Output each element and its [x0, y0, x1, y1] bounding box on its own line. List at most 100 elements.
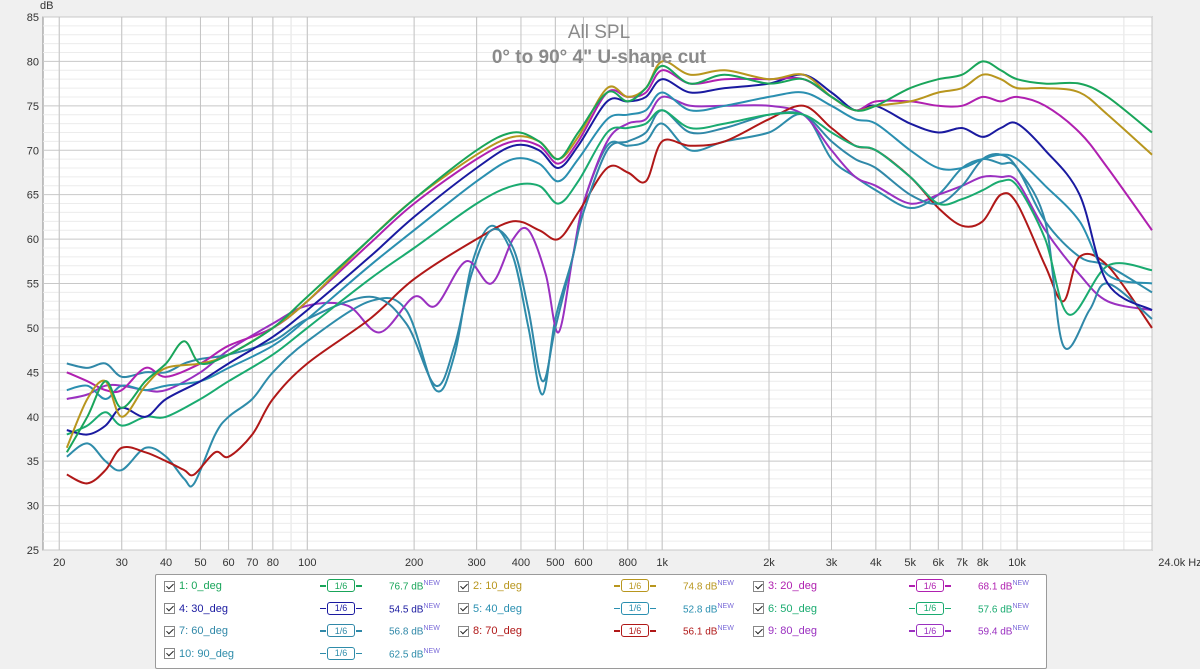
smoothing-button[interactable]: 1/6 — [614, 579, 656, 592]
legend-level: 57.6 dBNEW — [978, 603, 1029, 615]
x-tick-label: 600 — [574, 557, 592, 569]
x-tick-label: 2k — [763, 557, 775, 569]
legend-level: 59.4 dBNEW — [978, 625, 1029, 637]
y-axis-label: dB — [40, 0, 53, 12]
legend-label: 7: 60_deg — [179, 625, 228, 637]
legend-level-value: 76.7 dB — [389, 581, 424, 593]
legend-level: 54.5 dBNEW — [389, 603, 440, 615]
legend-item: 6: 50_deg 1/6 57.6 dBNEW — [753, 599, 1043, 619]
x-tick-label: 50 — [194, 557, 206, 569]
y-tick-label: 45 — [27, 367, 39, 379]
smoothing-button[interactable]: 1/6 — [614, 624, 656, 637]
series-line — [65, 60, 1153, 449]
legend-new-tag: NEW — [423, 625, 440, 632]
legend-new-tag: NEW — [423, 602, 440, 610]
series-line — [66, 73, 1153, 436]
smoothing-button[interactable]: 1/6 — [320, 624, 362, 637]
legend-checkbox[interactable] — [164, 625, 175, 637]
legend-item: 8: 70_deg 1/6 56.1 dBNEW — [458, 621, 748, 641]
legend-label: 2: 10_deg — [473, 580, 522, 592]
legend-label: 10: 90_deg — [179, 647, 235, 660]
smoothing-button[interactable]: 1/6 — [614, 601, 656, 615]
y-tick-label: 30 — [27, 501, 39, 513]
legend-checkbox[interactable] — [164, 603, 175, 614]
legend-label: 6: 50_deg — [768, 602, 817, 615]
legend-new-tag: NEW — [1012, 625, 1029, 632]
legend-checkbox[interactable] — [164, 648, 175, 659]
legend-item: 9: 80_deg 1/6 59.4 dBNEW — [753, 621, 1043, 641]
legend-new-tag: NEW — [1012, 602, 1029, 610]
y-tick-label: 50 — [27, 323, 39, 335]
series-line — [66, 113, 1153, 488]
legend-label: 1: 0_deg — [179, 580, 222, 592]
legend-level-value: 62.5 dB — [389, 648, 424, 660]
legend-level: 56.8 dBNEW — [389, 625, 440, 637]
spl-chart: 25 30 35 40 45 50 55 60 65 70 75 80 85 20 30 40 50 60 70 8… — [27, 0, 1200, 569]
legend-level: 76.7 dBNEW — [389, 580, 440, 592]
y-tick-label: 65 — [27, 190, 39, 202]
y-tick-label: 25 — [27, 545, 39, 557]
series-line — [66, 109, 1153, 436]
legend-level: 52.8 dBNEW — [683, 603, 734, 615]
curves — [65, 60, 1153, 488]
y-tick-labels: 25 30 35 40 45 50 55 60 65 70 75 80 85 — [27, 12, 39, 557]
x-tick-label: 70 — [246, 557, 258, 569]
legend-checkbox[interactable] — [753, 580, 764, 592]
smoothing-button[interactable]: 1/6 — [320, 646, 362, 660]
x-tick-label: 3k — [826, 557, 838, 569]
x-tick-label: 20 — [53, 557, 65, 569]
legend-level: 74.8 dBNEW — [683, 580, 734, 592]
legend-level-value: 56.1 dB — [683, 626, 718, 638]
legend-checkbox[interactable] — [753, 603, 764, 614]
x-tick-label: 40 — [160, 557, 172, 569]
legend-item: 1: 0_deg 1/6 76.7 dBNEW — [164, 576, 454, 596]
legend-level-value: 54.5 dB — [389, 603, 424, 615]
y-tick-label: 80 — [27, 56, 39, 68]
smoothing-button[interactable]: 1/6 — [320, 579, 362, 592]
chart-title: All SPL — [568, 22, 630, 43]
y-tick-label: 70 — [27, 145, 39, 157]
x-tick-label: 200 — [405, 557, 423, 569]
legend-label: 4: 30_deg — [179, 602, 228, 615]
legend-level-value: 57.6 dB — [978, 603, 1013, 615]
legend-label: 8: 70_deg — [473, 625, 522, 637]
x-tick-label: 60 — [222, 557, 234, 569]
y-tick-label: 35 — [27, 456, 39, 468]
x-tick-labels: 20 30 40 50 60 70 80 100 200 300 400 500 600 800 1k 2k 3… — [53, 557, 1200, 569]
series-line — [65, 60, 1153, 453]
x-tick-label: 6k — [933, 557, 945, 569]
smoothing-button[interactable]: 1/6 — [909, 624, 951, 637]
legend-checkbox[interactable] — [458, 625, 469, 637]
legend-checkbox[interactable] — [458, 603, 469, 614]
x-tick-label: 500 — [546, 557, 564, 569]
x-tick-label: 7k — [956, 557, 968, 569]
legend-new-tag: NEW — [423, 647, 440, 655]
legend-item: 5: 40_deg 1/6 52.8 dBNEW — [458, 599, 748, 619]
legend-new-tag: NEW — [1012, 580, 1029, 587]
legend-new-tag: NEW — [717, 625, 734, 632]
legend-level: 68.1 dBNEW — [978, 580, 1029, 592]
legend-checkbox[interactable] — [458, 580, 469, 592]
smoothing-button[interactable]: 1/6 — [909, 601, 951, 615]
y-tick-label: 60 — [27, 234, 39, 246]
legend-item: 10: 90_deg 1/6 62.5 dBNEW — [164, 644, 454, 664]
x-tick-label: 800 — [619, 557, 637, 569]
x-tick-label: 100 — [298, 557, 316, 569]
x-tick-label: 30 — [116, 557, 128, 569]
legend-item: 2: 10_deg 1/6 74.8 dBNEW — [458, 576, 748, 596]
legend-item: 7: 60_deg 1/6 56.8 dBNEW — [164, 621, 454, 641]
x-tick-label: 1k — [656, 557, 668, 569]
x-tick-label: 8k — [977, 557, 989, 569]
legend-level-value: 68.1 dB — [978, 581, 1013, 593]
smoothing-button[interactable]: 1/6 — [909, 579, 951, 592]
x-tick-label: 300 — [467, 557, 485, 569]
legend-checkbox[interactable] — [164, 580, 175, 592]
legend-label: 3: 20_deg — [768, 580, 817, 592]
legend-checkbox[interactable] — [753, 625, 764, 637]
x-tick-label: 80 — [267, 557, 279, 569]
legend-item: 4: 30_deg 1/6 54.5 dBNEW — [164, 599, 454, 619]
legend-new-tag: NEW — [717, 602, 734, 610]
smoothing-button[interactable]: 1/6 — [320, 601, 362, 615]
x-tick-label: 5k — [904, 557, 916, 569]
legend-level-value: 52.8 dB — [683, 603, 718, 615]
